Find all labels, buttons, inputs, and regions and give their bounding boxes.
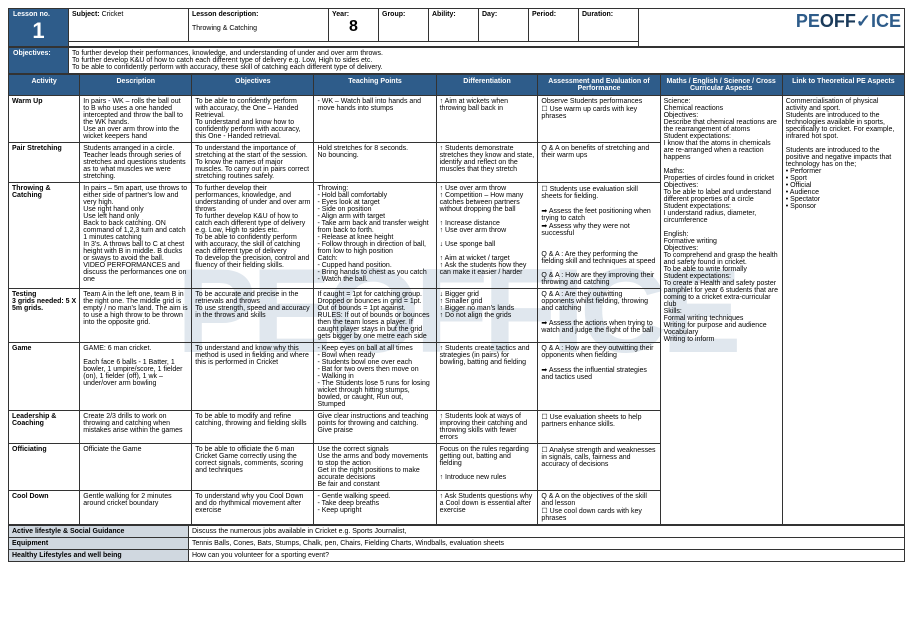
cell: - Keep eyes on ball at all times - Bowl … bbox=[314, 343, 436, 411]
cell: Pair Stretching bbox=[9, 143, 80, 183]
cell: Q & A on the objectives of the skill and… bbox=[538, 491, 660, 525]
cell: Leadership & Coaching bbox=[9, 411, 80, 444]
theory: Commercialisation of physical activity a… bbox=[782, 96, 904, 525]
subject: Cricket bbox=[102, 11, 124, 18]
cell: To be able to confidently perform with a… bbox=[192, 96, 314, 143]
day-label: Day: bbox=[482, 11, 497, 18]
period-label: Period: bbox=[532, 11, 556, 18]
cell: Testing 3 grids needed: 5 X 5m grids. bbox=[9, 289, 80, 343]
cell: ↑ Students create tactics and strategies… bbox=[436, 343, 538, 411]
col-header: Activity bbox=[9, 75, 80, 96]
year: 8 bbox=[332, 18, 375, 36]
cell: To be able to officiate the 6 man Cricke… bbox=[192, 444, 314, 491]
cell: Q & A on benefits of stretching and thei… bbox=[538, 143, 660, 183]
cell: ↑ Use over arm throw ↑ Competition – How… bbox=[436, 183, 538, 289]
cell: To understand why you Cool Down and do r… bbox=[192, 491, 314, 525]
col-header: Objectives bbox=[192, 75, 314, 96]
objectives-label: Objectives: bbox=[9, 48, 69, 74]
footer-label: Active lifestyle & Social Guidance bbox=[9, 526, 189, 538]
cell: Officiate the Game bbox=[80, 444, 192, 491]
cell: To understand the importance of stretchi… bbox=[192, 143, 314, 183]
col-header: Link to Theoretical PE Aspects bbox=[782, 75, 904, 96]
subject-label: Subject: bbox=[72, 11, 100, 18]
cell: Game bbox=[9, 343, 80, 411]
footer-table: Active lifestyle & Social GuidanceDiscus… bbox=[8, 525, 905, 562]
footer-label: Equipment bbox=[9, 538, 189, 550]
cell: Create 2/3 drills to work on throwing an… bbox=[80, 411, 192, 444]
cell: Cool Down bbox=[9, 491, 80, 525]
cell: In pairs – 5m apart, use throws to eithe… bbox=[80, 183, 192, 289]
footer-label: Healthy Lifestyles and well being bbox=[9, 550, 189, 562]
group-label: Group: bbox=[382, 11, 405, 18]
cell: If caught = 1pt for catching group. Drop… bbox=[314, 289, 436, 343]
cell: Officiating bbox=[9, 444, 80, 491]
lesson-no-label: Lesson no. bbox=[13, 11, 50, 18]
cell: ↑ Students look at ways of improving the… bbox=[436, 411, 538, 444]
cell: - WK – Watch ball into hands and move ha… bbox=[314, 96, 436, 143]
cell: ↑ Students demonstrate stretches they kn… bbox=[436, 143, 538, 183]
cell: In pairs - WK – rolls the ball out to B … bbox=[80, 96, 192, 143]
cell: Observe Students performances ☐ Use warm… bbox=[538, 96, 660, 143]
cross-curricular: Science: Chemical reactions Objectives: … bbox=[660, 96, 782, 525]
objectives-table: Objectives: To further develop their per… bbox=[8, 47, 905, 74]
cell: To further develop their performances, k… bbox=[192, 183, 314, 289]
col-header: Description bbox=[80, 75, 192, 96]
cell: GAME: 6 man cricket. Each face 6 balls -… bbox=[80, 343, 192, 411]
lesson-no: 1 bbox=[13, 18, 64, 44]
cell: Q & A : Are they outwitting opponents wh… bbox=[538, 289, 660, 343]
cell: Students arranged in a circle. Teacher l… bbox=[80, 143, 192, 183]
col-header: Assessment and Evaluation of Performance bbox=[538, 75, 660, 96]
year-label: Year: bbox=[332, 11, 349, 18]
main-table: ActivityDescriptionObjectivesTeaching Po… bbox=[8, 74, 905, 525]
cell: Warm Up bbox=[9, 96, 80, 143]
cell: Give clear instructions and teaching poi… bbox=[314, 411, 436, 444]
footer-text: Tennis Balls, Cones, Bats, Stumps, Chalk… bbox=[189, 538, 905, 550]
logo: PEOFF✓ICE bbox=[639, 9, 905, 47]
objective-line: To further develop K&U of how to catch e… bbox=[72, 57, 901, 64]
cell: Team A in the left one, team B in the ri… bbox=[80, 289, 192, 343]
cell: To be able to modify and refine catching… bbox=[192, 411, 314, 444]
footer-text: Discuss the numerous jobs available in C… bbox=[189, 526, 905, 538]
cell: ☐ Use evaluation sheets to help partners… bbox=[538, 411, 660, 444]
cell: Focus on the rules regarding getting out… bbox=[436, 444, 538, 491]
cell: ↓ Bigger grid ↑ Smaller grid ↑ Bigger no… bbox=[436, 289, 538, 343]
desc-label: Lesson description: bbox=[192, 11, 259, 18]
cell: Gentle walking for 2 minutes around cric… bbox=[80, 491, 192, 525]
desc: Throwing & Catching bbox=[192, 25, 257, 32]
cell: To be accurate and precise in the retrie… bbox=[192, 289, 314, 343]
cell: To understand and know why this method i… bbox=[192, 343, 314, 411]
footer-text: How can you volunteer for a sporting eve… bbox=[189, 550, 905, 562]
cell: Throwing: - Hold ball comfortably - Eyes… bbox=[314, 183, 436, 289]
objective-line: To be able to confidently perform with a… bbox=[72, 64, 901, 71]
duration-label: Duration: bbox=[582, 11, 613, 18]
cell: ↑ Ask Students questions why a Cool down… bbox=[436, 491, 538, 525]
header-table: Lesson no.1 Subject: Cricket Lesson desc… bbox=[8, 8, 905, 47]
ability-label: Ability: bbox=[432, 11, 456, 18]
cell: - Gentle walking speed. - Take deep brea… bbox=[314, 491, 436, 525]
cell: Throwing & Catching bbox=[9, 183, 80, 289]
cell: Q & A : How are they outwitting their op… bbox=[538, 343, 660, 411]
cell: Use the correct signals Use the arms and… bbox=[314, 444, 436, 491]
cell: ☐ Students use evaluation skill sheets f… bbox=[538, 183, 660, 289]
col-header: Differentiation bbox=[436, 75, 538, 96]
objective-line: To further develop their performances, k… bbox=[72, 50, 901, 57]
col-header: Teaching Points bbox=[314, 75, 436, 96]
cell: Hold stretches for 8 seconds. No bouncin… bbox=[314, 143, 436, 183]
cell: ☐ Analyse strength and weaknesses in sig… bbox=[538, 444, 660, 491]
col-header: Maths / English / Science / Cross Curric… bbox=[660, 75, 782, 96]
cell: ↑ Aim at wickets when throwing ball back… bbox=[436, 96, 538, 143]
